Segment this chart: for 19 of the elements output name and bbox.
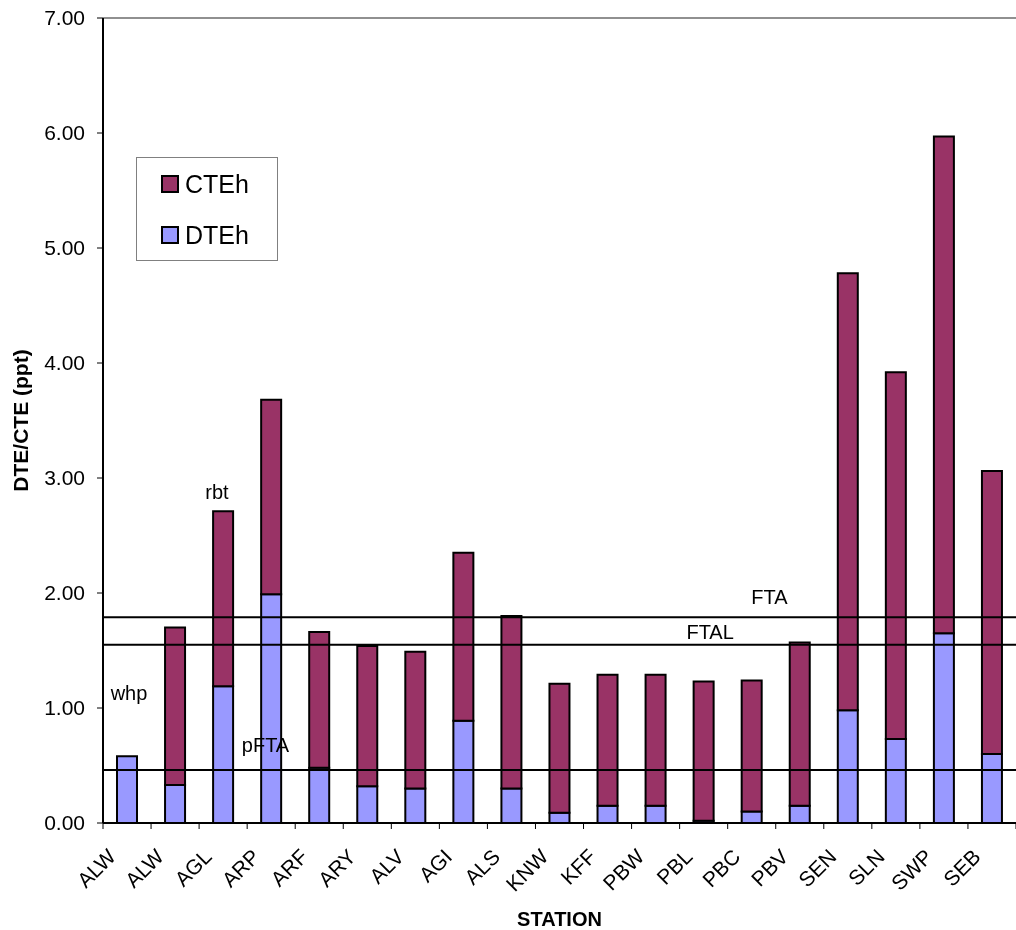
y-tick-label: 4.00 <box>44 351 85 375</box>
y-tick-label: 1.00 <box>44 696 85 720</box>
y-tick-label: 7.00 <box>44 6 85 30</box>
y-tick-label: 6.00 <box>44 121 85 145</box>
y-tick-label: 5.00 <box>44 236 85 260</box>
annotation: whp <box>110 682 148 704</box>
y-tick-label: 2.00 <box>44 581 85 605</box>
x-axis-title: STATION <box>517 908 602 930</box>
ref-line-label: FTAL <box>686 620 734 643</box>
legend-label: DTEh <box>185 220 249 249</box>
x-tick-label: AGL <box>169 844 216 891</box>
x-tick-label: AGI <box>414 844 457 887</box>
x-tick-label: PBL <box>652 844 697 889</box>
ref-line-label: FTA <box>751 586 789 609</box>
legend-label: CTEh <box>185 169 249 198</box>
annotation: rbt <box>205 481 229 503</box>
y-tick-label: 3.00 <box>44 466 85 490</box>
y-axis-title: DTE/CTE (ppt) <box>9 349 33 492</box>
y-tick-label: 0.00 <box>44 811 85 835</box>
